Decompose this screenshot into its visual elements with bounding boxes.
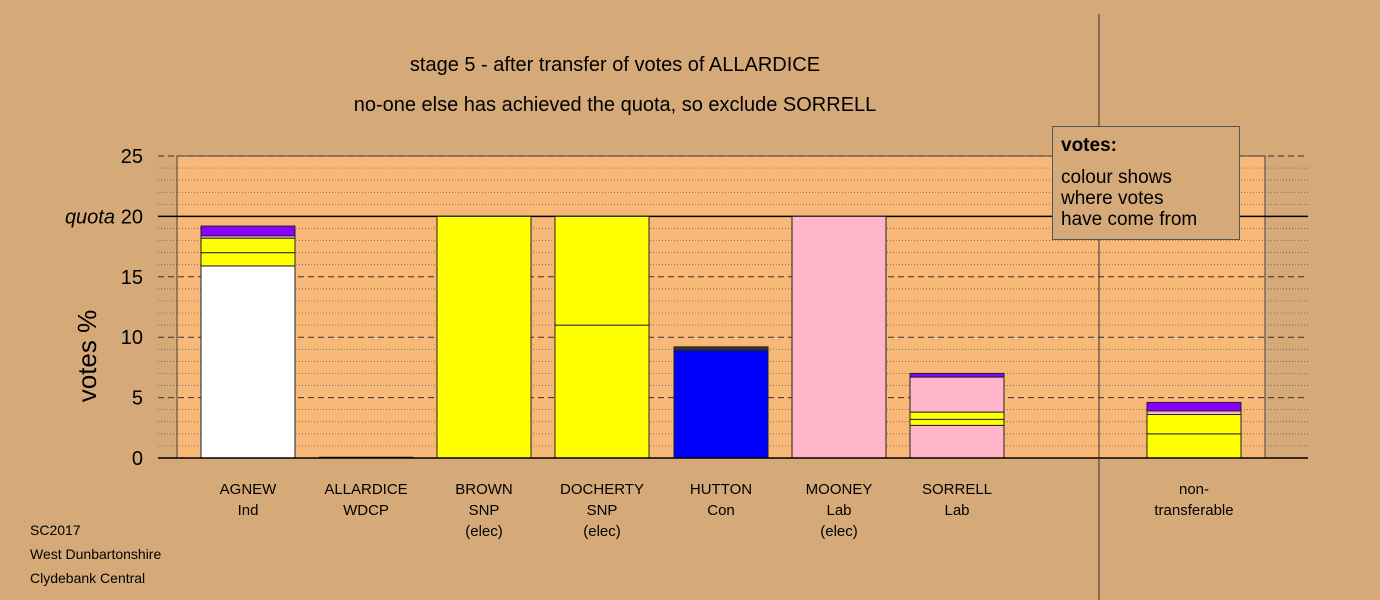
x-tick-label: ALLARDICE xyxy=(324,481,407,498)
x-tick-label: (elec) xyxy=(820,523,858,540)
bar-segment xyxy=(909,424,1005,459)
x-tick-label: Lab xyxy=(944,502,969,519)
bar-stack xyxy=(909,372,1005,459)
bar-segment xyxy=(1146,401,1242,412)
quota-label: quota xyxy=(65,206,115,228)
x-tick-label: SNP xyxy=(587,502,618,519)
bar-segment xyxy=(1146,410,1242,416)
footer-council: West Dunbartonshire xyxy=(30,546,162,562)
bar-segment xyxy=(909,376,1005,413)
x-tick-label: DOCHERTY xyxy=(560,481,644,498)
bar-segment xyxy=(1146,414,1242,435)
bar-segment xyxy=(673,349,769,459)
footer-ward: Clydebank Central xyxy=(30,570,146,586)
y-tick-label: 15 xyxy=(121,267,143,289)
bar-segment xyxy=(791,215,887,459)
x-tick-label: non- xyxy=(1179,481,1209,498)
bar-stack xyxy=(791,215,887,459)
x-tick-label: Con xyxy=(707,502,735,519)
bar-segment xyxy=(554,215,650,326)
bar-stack xyxy=(1146,401,1242,459)
x-tick-label: Ind xyxy=(238,502,259,519)
bar-stack xyxy=(673,346,769,459)
bar-segment xyxy=(436,215,532,459)
chart-title: stage 5 - after transfer of votes of ALL… xyxy=(409,54,821,76)
y-tick-label: 0 xyxy=(132,448,143,470)
bar-segment xyxy=(554,324,650,459)
x-tick-label: SORRELL xyxy=(922,481,992,498)
y-tick-label: 10 xyxy=(121,327,143,349)
y-tick-label: 25 xyxy=(121,146,143,168)
x-tick-label: (elec) xyxy=(583,523,621,540)
x-tick-label: BROWN xyxy=(455,481,513,498)
legend-line: where votes xyxy=(1061,188,1164,209)
y-axis-label: votes % xyxy=(72,310,102,403)
bar-segment xyxy=(909,411,1005,420)
y-tick-label: 5 xyxy=(132,388,143,410)
x-tick-label: transferable xyxy=(1154,502,1233,519)
bar-segment xyxy=(909,418,1005,426)
legend-heading: votes: xyxy=(1061,135,1117,156)
x-tick-label: SNP xyxy=(469,502,500,519)
x-tick-label: HUTTON xyxy=(690,481,752,498)
y-tick-label: 20 xyxy=(121,206,143,228)
bar-segment xyxy=(673,346,769,351)
legend-line: have come from xyxy=(1061,209,1198,230)
bar-stack xyxy=(554,215,650,459)
bar-segment xyxy=(200,252,296,267)
legend-line: colour shows xyxy=(1061,167,1172,188)
bar-segment xyxy=(200,237,296,254)
x-tick-label: WDCP xyxy=(343,502,389,519)
bar-segment xyxy=(200,225,296,237)
x-tick-label: AGNEW xyxy=(220,481,278,498)
bar-stack xyxy=(200,225,296,459)
bar-segment xyxy=(200,265,296,459)
x-tick-label: Lab xyxy=(826,502,851,519)
bar-stack xyxy=(436,215,532,459)
footer-election: SC2017 xyxy=(30,522,81,538)
legend-box: votes: colour shows where votes have com… xyxy=(1052,126,1240,240)
x-tick-label: MOONEY xyxy=(806,481,873,498)
chart-subtitle: no-one else has achieved the quota, so e… xyxy=(353,94,877,116)
bar-segment xyxy=(1146,433,1242,459)
bar-segment xyxy=(909,372,1005,378)
x-tick-label: (elec) xyxy=(465,523,503,540)
